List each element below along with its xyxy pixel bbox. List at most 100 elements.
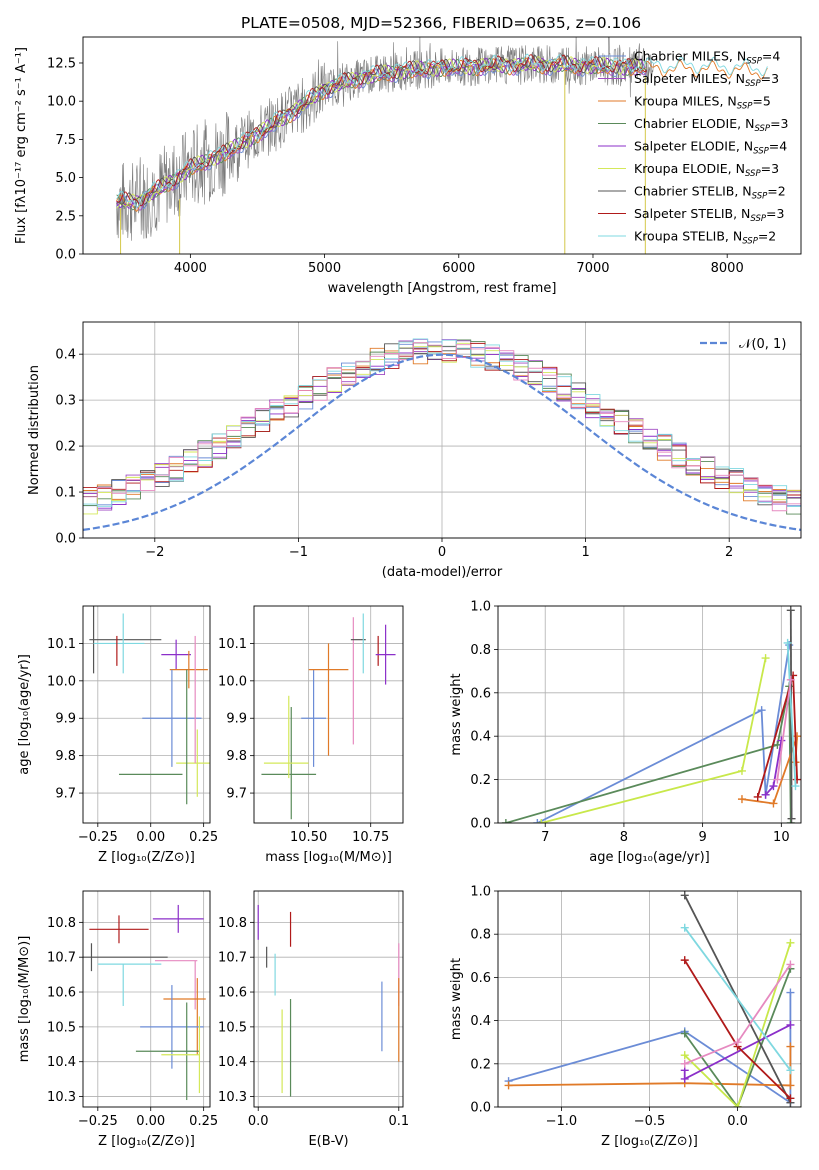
y-tick-label: 10.5 xyxy=(218,1020,247,1035)
weight-point xyxy=(761,654,770,663)
axes-frame xyxy=(253,605,404,824)
y-tick-label: 0.8 xyxy=(470,928,491,943)
model-spectrum-5 xyxy=(116,57,647,209)
legend-label: Kroupa MILES, NSSP=5 xyxy=(634,94,771,112)
weight-point xyxy=(733,1103,742,1107)
axes-frame xyxy=(82,36,802,255)
weight-series-2 xyxy=(505,686,792,823)
x-tick-label: −0.25 xyxy=(78,1114,118,1129)
weight-point xyxy=(786,675,795,684)
weight-point xyxy=(501,819,510,823)
x-tick-label: 0.1 xyxy=(388,1114,409,1129)
x-tick-label: 8000 xyxy=(711,261,744,276)
legend-label: Chabrier MILES, NSSP=4 xyxy=(634,49,780,67)
weight-point xyxy=(753,792,762,801)
y-tick-label: 9.7 xyxy=(226,787,247,802)
weight-series-3 xyxy=(541,657,767,823)
y-tick-label: 0.2 xyxy=(55,440,76,455)
plot-area xyxy=(257,904,400,1097)
panel-1: 4000 5000 6000 7000 8000 0.0 2.5 5.0 7.5 10.0 12.5… xyxy=(14,36,802,296)
x-tick-label: −0.5 xyxy=(634,1114,666,1129)
x-tick-label: 0.00 xyxy=(136,1114,165,1129)
x-axis-label: Z [log₁₀(Z/Z⊙)] xyxy=(98,1134,195,1149)
plot-area xyxy=(89,606,210,805)
x-tick-label: 0 xyxy=(438,545,446,560)
y-tick-label: 10.4 xyxy=(47,1055,76,1070)
x-axis-label: Z [log₁₀(Z/Z⊙)] xyxy=(601,1134,698,1149)
panel-3: −0.25 0.00 0.25 9.7 9.8 9.9 10.0 10.1 Z [log₁₀(Z… xyxy=(17,605,218,865)
y-tick-label: 10.8 xyxy=(47,916,76,931)
weight-point xyxy=(793,732,801,741)
y-tick-label: 0.4 xyxy=(470,730,491,745)
panel-4: 10.50 10.75 9.7 9.8 9.9 10.0 10.1 mass [log₁₀(M… xyxy=(218,605,404,865)
plot-area xyxy=(501,606,801,823)
y-tick-label: 10.1 xyxy=(47,637,76,652)
weight-series-4 xyxy=(684,942,792,1107)
plot-area xyxy=(116,37,768,254)
x-tick-label: 0.0 xyxy=(248,1114,269,1129)
x-axis-label: wavelength [Angstrom, rest frame] xyxy=(328,281,557,296)
weight-series-8 xyxy=(786,642,797,787)
weight-point xyxy=(786,1066,795,1075)
weight-series-2 xyxy=(508,1046,792,1087)
x-tick-label: −0.25 xyxy=(78,830,118,845)
y-tick-label: 10.0 xyxy=(218,674,247,689)
y-tick-label: 10.7 xyxy=(47,951,76,966)
y-tick-label: 1.0 xyxy=(470,600,491,615)
x-tick-label: 2 xyxy=(725,545,733,560)
weight-point xyxy=(786,1094,795,1103)
legend-label: Kroupa ELODIE, NSSP=3 xyxy=(634,161,779,179)
axes-frame xyxy=(82,605,211,824)
normal-curve xyxy=(83,353,801,531)
y-tick-label: 1.0 xyxy=(470,885,491,900)
y-tick-label: 2.5 xyxy=(55,209,76,224)
weight-point xyxy=(786,606,795,615)
model-spectrum-8 xyxy=(116,54,648,207)
y-tick-label: 10.6 xyxy=(47,986,76,1001)
panel-5: 7 8 9 10 0.0 0.2 0.4 0.6 0.8 1.0 age [log₁₀(age/yr… xyxy=(449,600,802,865)
panel-6: −0.25 0.00 0.25 10.3 10.4 10.5 10.6 10.7 10.8 Z [… xyxy=(17,890,218,1149)
weight-point xyxy=(769,799,778,808)
y-tick-label: 0.0 xyxy=(470,817,491,832)
x-axis-label: E(B-V) xyxy=(308,1134,348,1149)
x-tick-label: 6000 xyxy=(442,261,475,276)
weight-point xyxy=(786,1020,795,1029)
legend-label: Chabrier ELODIE, NSSP=3 xyxy=(634,116,789,134)
weight-series-9 xyxy=(776,679,792,780)
y-tick-label: 9.9 xyxy=(226,712,247,727)
y-tick-label: 10.0 xyxy=(47,674,76,689)
legend-label: Chabrier STELIB, NSSP=2 xyxy=(634,184,786,202)
x-tick-label: 5000 xyxy=(308,261,341,276)
x-tick-label: 7000 xyxy=(576,261,609,276)
y-tick-label: 10.8 xyxy=(218,916,247,931)
legend-label: Salpeter ELODIE, NSSP=4 xyxy=(634,139,787,157)
y-tick-label: 12.5 xyxy=(47,56,76,71)
histogram-10 xyxy=(83,342,801,538)
model-spectrum-7 xyxy=(116,55,648,205)
y-tick-label: 0.6 xyxy=(470,971,491,986)
legend-label: Kroupa STELIB, NSSP=2 xyxy=(634,229,776,247)
x-tick-label: 1 xyxy=(581,545,589,560)
model-spectrum-3 xyxy=(116,57,768,212)
panel-2: −2 −1 0 1 2 0.0 0.1 0.2 0.3 0.4 (data-model)/error… xyxy=(27,321,802,580)
y-tick-label: 10.3 xyxy=(47,1090,76,1105)
x-tick-label: 10.75 xyxy=(352,830,389,845)
weight-point xyxy=(680,1029,689,1038)
panel-8: −1.0 −0.5 0.0 0.0 0.2 0.4 0.6 0.8 1.0 Z [log₁₀(Z/… xyxy=(449,885,802,1149)
panel-7: 0.0 0.1 10.3 10.4 10.5 10.6 10.7 10.8 E(B-V) xyxy=(218,890,409,1149)
y-tick-label: 10.1 xyxy=(218,637,247,652)
weight-series-7 xyxy=(683,927,792,1071)
y-axis-label: Normed distribution xyxy=(27,365,42,495)
axes-frame xyxy=(82,890,211,1108)
y-tick-label: 10.0 xyxy=(47,95,76,110)
weight-point xyxy=(786,1042,795,1051)
weight-point xyxy=(680,956,689,965)
weight-series-3 xyxy=(683,968,792,1107)
axes-frame xyxy=(497,890,802,1108)
y-tick-label: 0.2 xyxy=(470,1057,491,1072)
weight-point xyxy=(733,1038,742,1047)
x-axis-label: Z [log₁₀(Z/Z⊙)] xyxy=(98,850,195,865)
y-tick-label: 0.8 xyxy=(470,643,491,658)
weight-point xyxy=(777,736,786,745)
